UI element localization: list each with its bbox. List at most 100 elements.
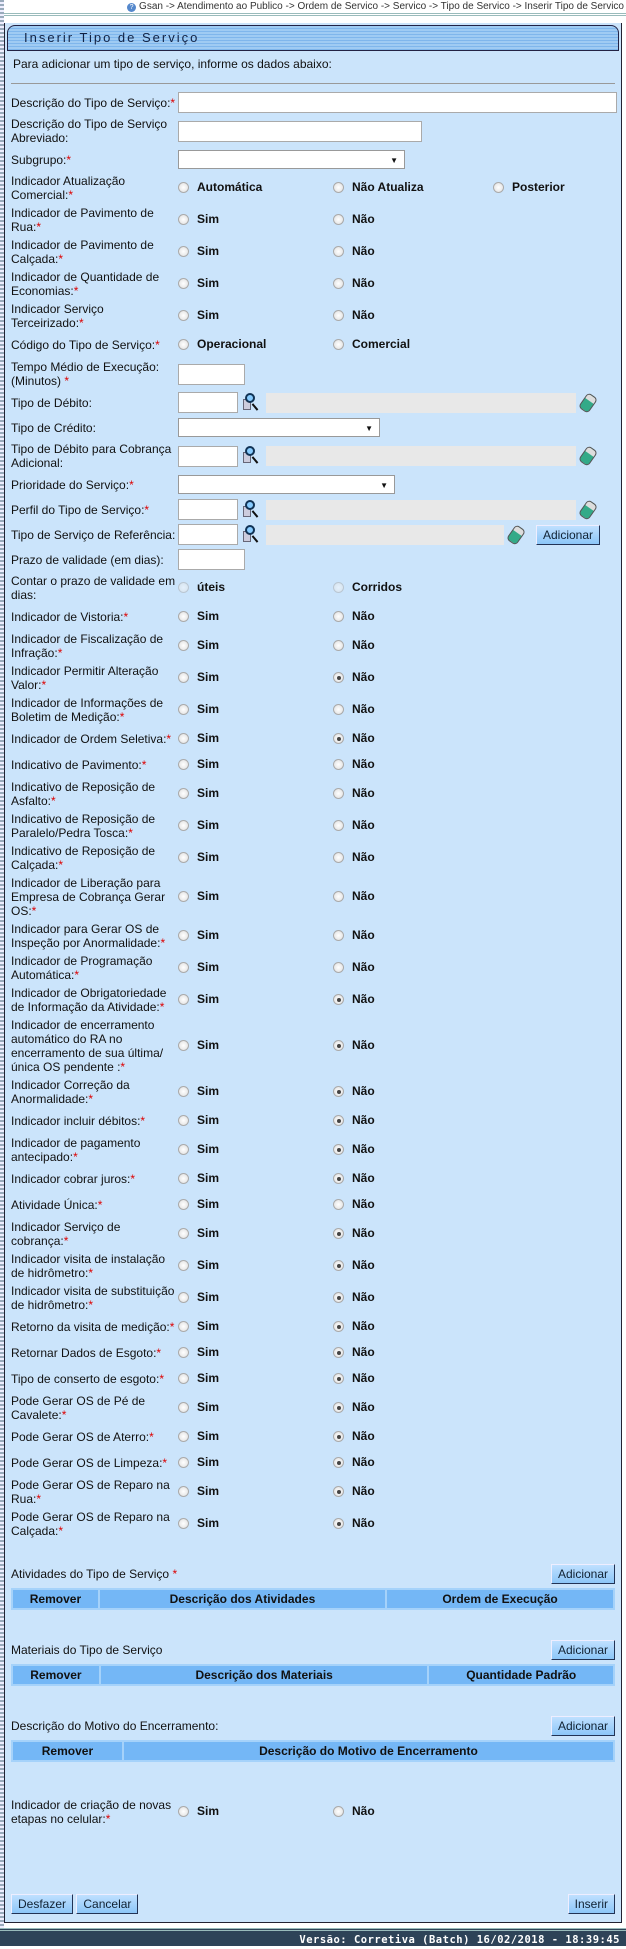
radio-button[interactable] [178, 819, 189, 831]
radio-option[interactable]: Não Atualiza [333, 180, 493, 194]
radio-button[interactable] [333, 1259, 344, 1271]
radio-option[interactable]: Sim [178, 960, 333, 974]
radio-option[interactable]: Sim [178, 757, 333, 771]
radio-option[interactable]: Sim [178, 1038, 333, 1052]
radio-button[interactable] [178, 1320, 189, 1332]
radio-option[interactable]: Sim [178, 786, 333, 800]
radio-option[interactable]: Sim [178, 276, 333, 290]
radio-button[interactable] [178, 1172, 189, 1184]
radio-option[interactable]: Não [333, 1290, 493, 1304]
radio-button[interactable] [178, 1143, 189, 1155]
radio-option[interactable]: Sim [178, 1371, 333, 1385]
radio-option[interactable]: Sim [178, 308, 333, 322]
radio-button[interactable] [333, 581, 344, 593]
radio-option[interactable]: Não [333, 889, 493, 903]
radio-button[interactable] [333, 639, 344, 651]
radio-option[interactable]: Sim [178, 1319, 333, 1333]
search-lookup-icon[interactable] [241, 524, 261, 545]
radio-button[interactable] [333, 213, 344, 225]
radio-option[interactable]: Sim [178, 731, 333, 745]
radio-button[interactable] [178, 245, 189, 257]
radio-option[interactable]: Não [333, 850, 493, 864]
radio-option[interactable]: Sim [178, 1226, 333, 1240]
radio-button[interactable] [178, 1485, 189, 1497]
radio-option[interactable]: Não [333, 928, 493, 942]
radio-option[interactable]: Operacional [178, 337, 333, 351]
eraser-icon[interactable] [577, 391, 599, 414]
radio-option[interactable]: Não [333, 1429, 493, 1443]
radio-option[interactable]: Sim [178, 1258, 333, 1272]
radio-button[interactable] [333, 819, 344, 831]
radio-option[interactable]: Não [333, 212, 493, 226]
radio-option[interactable]: Sim [178, 1484, 333, 1498]
code-input[interactable] [178, 499, 238, 520]
select-dropdown[interactable] [178, 150, 405, 169]
radio-button[interactable] [178, 993, 189, 1005]
radio-option[interactable]: Não [333, 1142, 493, 1156]
add-reference-button[interactable]: Adicionar [536, 524, 601, 545]
radio-option[interactable]: Sim [178, 1290, 333, 1304]
radio-button[interactable] [178, 1085, 189, 1097]
radio-option[interactable]: Sim [178, 670, 333, 684]
radio-button[interactable] [333, 1320, 344, 1332]
radio-button[interactable] [178, 787, 189, 799]
radio-button[interactable] [178, 181, 189, 193]
radio-option[interactable]: Sim [178, 992, 333, 1006]
radio-option[interactable]: Não [333, 1197, 493, 1211]
insert-button[interactable]: Inserir [567, 1894, 615, 1914]
radio-button[interactable] [333, 610, 344, 622]
radio-option[interactable]: Não [333, 1038, 493, 1052]
radio-button[interactable] [178, 1401, 189, 1413]
add-button[interactable]: Adicionar [550, 1640, 615, 1660]
radio-option[interactable]: Sim [178, 244, 333, 258]
radio-button[interactable] [333, 993, 344, 1005]
radio-button[interactable] [178, 703, 189, 715]
radio-option[interactable]: Sim [178, 1113, 333, 1127]
radio-button[interactable] [178, 1805, 189, 1817]
radio-button[interactable] [333, 1039, 344, 1051]
radio-button[interactable] [333, 338, 344, 350]
radio-option[interactable]: Posterior [493, 180, 565, 194]
radio-button[interactable] [178, 610, 189, 622]
radio-option[interactable]: Não [333, 960, 493, 974]
radio-option[interactable]: Não [333, 609, 493, 623]
search-lookup-icon[interactable] [241, 499, 261, 520]
add-button[interactable]: Adicionar [550, 1716, 615, 1736]
radio-button[interactable] [333, 1346, 344, 1358]
radio-option[interactable]: Sim [178, 1804, 333, 1818]
radio-option[interactable]: Sim [178, 928, 333, 942]
radio-option[interactable]: Sim [178, 1345, 333, 1359]
radio-button[interactable] [333, 1485, 344, 1497]
radio-button[interactable] [333, 929, 344, 941]
radio-option[interactable]: Sim [178, 889, 333, 903]
radio-option[interactable]: Sim [178, 1197, 333, 1211]
radio-button[interactable] [178, 758, 189, 770]
radio-button[interactable] [493, 181, 504, 193]
radio-button[interactable] [178, 639, 189, 651]
radio-button[interactable] [333, 671, 344, 683]
radio-button[interactable] [333, 851, 344, 863]
radio-button[interactable] [178, 277, 189, 289]
radio-option[interactable]: Não [333, 670, 493, 684]
eraser-icon[interactable] [577, 498, 599, 521]
radio-option[interactable]: Não [333, 638, 493, 652]
radio-button[interactable] [178, 851, 189, 863]
radio-button[interactable] [333, 1456, 344, 1468]
radio-option[interactable]: Não [333, 1371, 493, 1385]
radio-option[interactable]: Sim [178, 850, 333, 864]
text-input[interactable] [178, 120, 422, 142]
select-dropdown[interactable] [178, 418, 380, 437]
radio-option[interactable]: Não [333, 1226, 493, 1240]
radio-button[interactable] [333, 1372, 344, 1384]
radio-button[interactable] [333, 1085, 344, 1097]
radio-option[interactable]: Não [333, 1345, 493, 1359]
radio-button[interactable] [178, 309, 189, 321]
radio-button[interactable] [178, 581, 189, 593]
radio-option[interactable]: Não [333, 1400, 493, 1414]
radio-option[interactable]: Não [333, 992, 493, 1006]
radio-option[interactable]: Sim [178, 1455, 333, 1469]
code-input[interactable] [178, 445, 238, 467]
radio-option[interactable]: Não [333, 276, 493, 290]
radio-button[interactable] [333, 1805, 344, 1817]
radio-option[interactable]: Não [333, 1171, 493, 1185]
